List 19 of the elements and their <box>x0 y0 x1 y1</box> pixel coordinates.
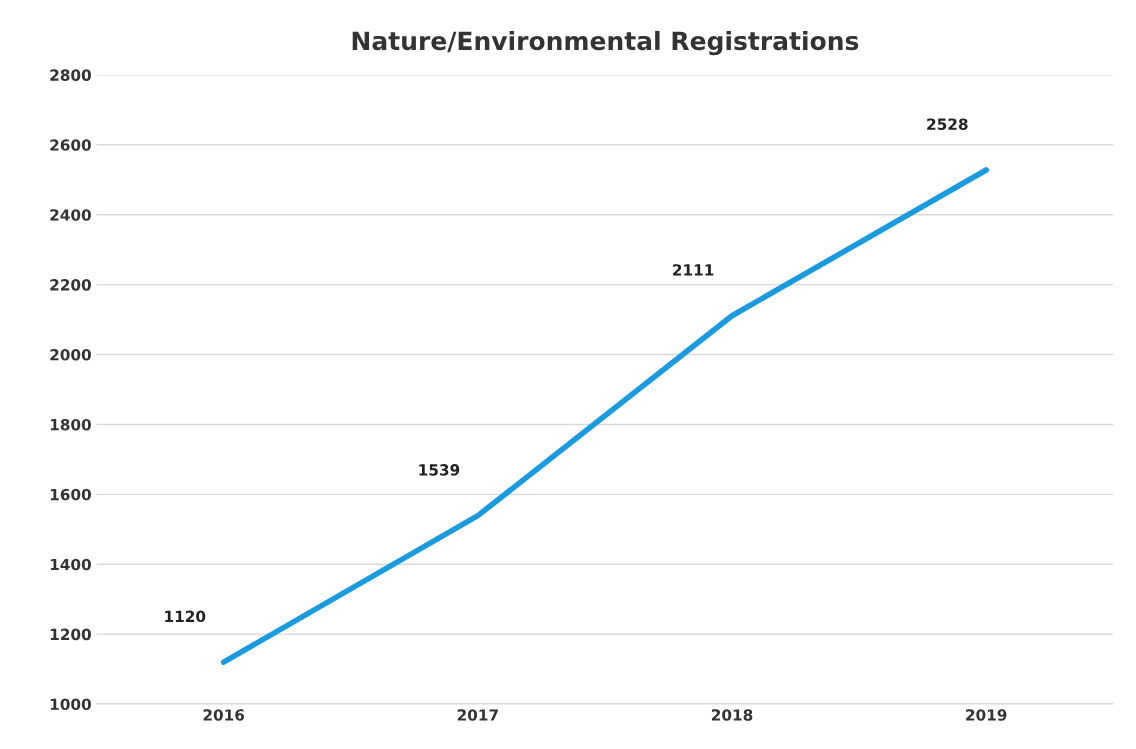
data-label: 2111 <box>673 264 714 276</box>
x-tick-label: 2019 <box>966 709 1007 721</box>
x-tick-label: 2016 <box>203 709 245 721</box>
y-tick-label: 2800 <box>50 69 91 81</box>
y-tick-label: 1200 <box>50 628 91 641</box>
y-tick-label: 2000 <box>50 348 91 361</box>
y-tick-label: 1400 <box>50 558 91 571</box>
y-tick-label: 1000 <box>50 698 91 711</box>
y-tick-label: 1600 <box>50 488 91 501</box>
data-label: 1539 <box>419 464 460 476</box>
y-tick-label: 2400 <box>50 209 91 221</box>
chart-title: Nature/Environmental Registrations <box>352 30 859 56</box>
y-tick-label: 1800 <box>50 418 91 431</box>
data-label: 1120 <box>165 610 206 623</box>
x-tick-label: 2017 <box>457 709 498 721</box>
y-tick-label: 2200 <box>50 279 91 291</box>
y-tick-label: 2600 <box>50 139 91 151</box>
data-label: 2528 <box>927 118 968 130</box>
x-tick-label: 2018 <box>711 709 753 721</box>
